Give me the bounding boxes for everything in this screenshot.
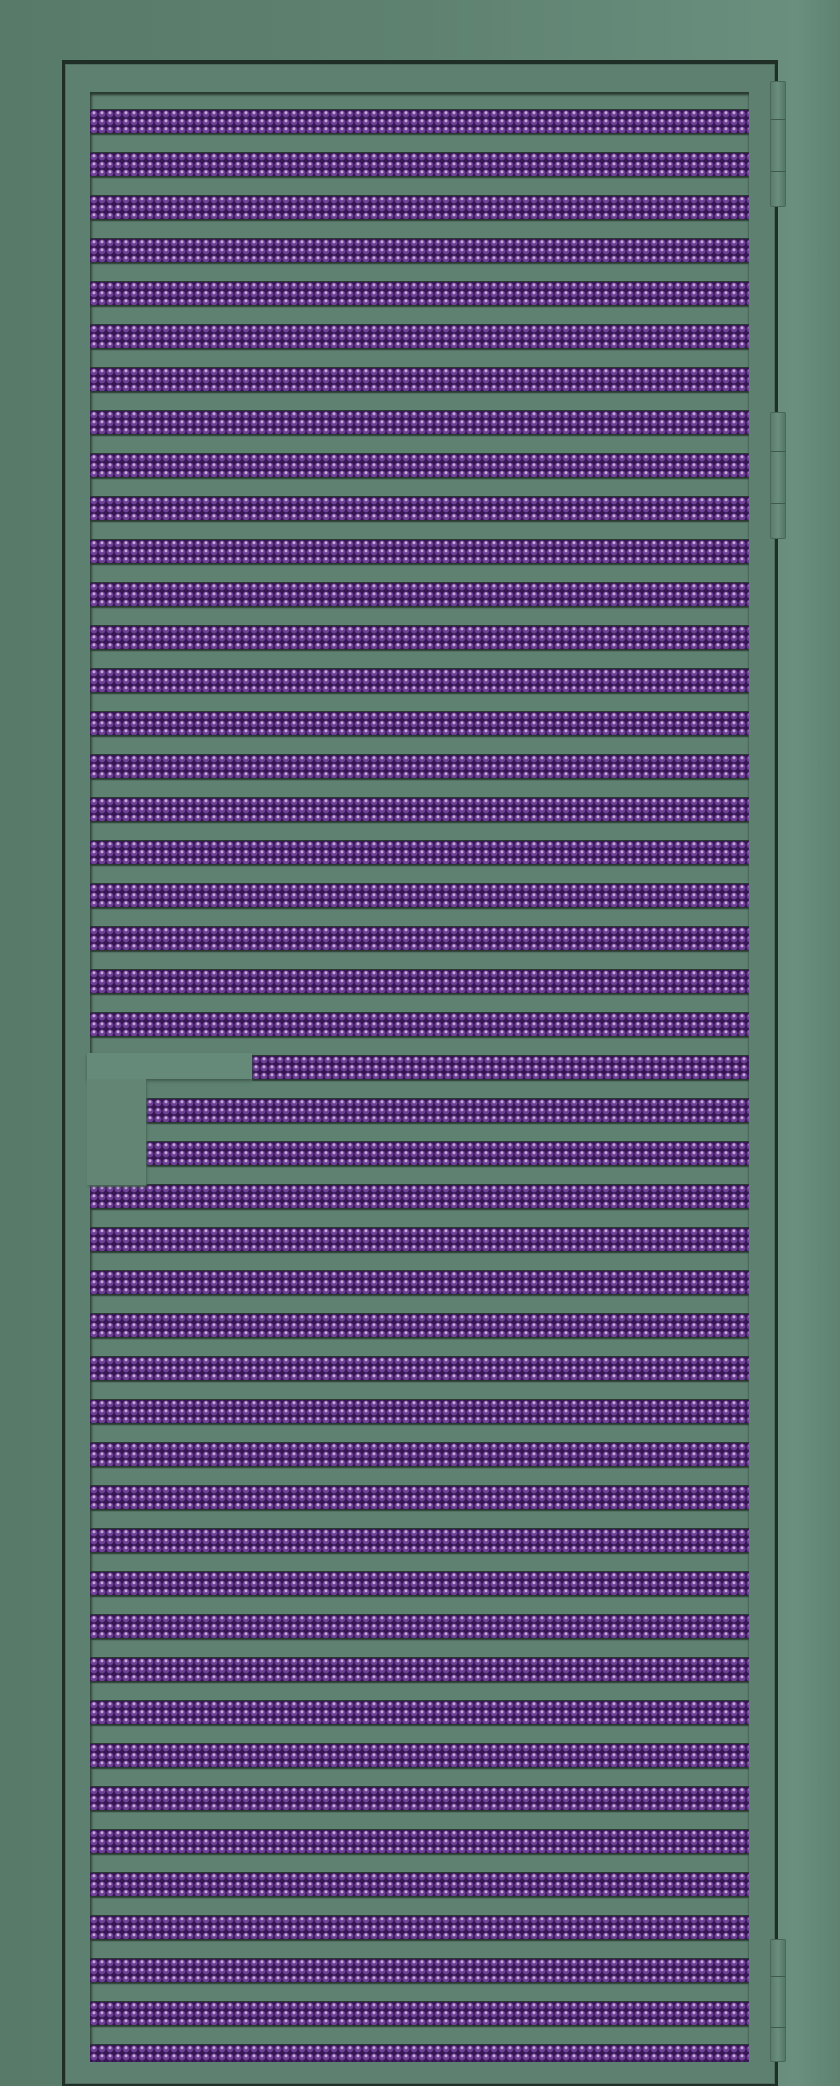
glass-stripe [90,325,749,348]
glass-stripe [90,583,749,606]
glass-stripe [90,1314,749,1337]
handle-plate [87,1079,146,1185]
glass-stripe [90,1701,749,1724]
glass-stripe [90,1529,749,1552]
glass-stripe [90,1787,749,1810]
glass-stripe [90,1873,749,1896]
glass-stripe [90,1271,749,1294]
glass-stripe [90,2002,749,2025]
glass-stripe [90,669,749,692]
glass-stripe [90,1744,749,1767]
door-handle-icon[interactable] [87,1053,252,1079]
glass-stripe [90,755,749,778]
glass-stripe [146,1142,749,1165]
glass-stripe [90,712,749,735]
door-leaf [65,64,775,2084]
glass-stripe [90,1658,749,1681]
glass-stripe [90,196,749,219]
glass-stripe [90,884,749,907]
glass-stripe [90,540,749,563]
glass-stripe [90,110,749,133]
glass-stripe [90,454,749,477]
glass-stripe [90,1615,749,1638]
glass-stripe [90,411,749,434]
glass-stripe [90,1357,749,1380]
hinge-bottom-icon [770,1939,786,2062]
glass-stripe [90,1443,749,1466]
glass-stripe [90,368,749,391]
glass-stripe [90,2045,749,2062]
glass-stripe [90,1013,749,1036]
glass-stripe [90,1185,749,1208]
hinge-top-icon [770,81,786,207]
glass-stripe [90,970,749,993]
glass-stripe [90,239,749,262]
glass-panel [90,92,749,2062]
hinge-middle-icon [770,412,786,539]
glass-stripe [90,1486,749,1509]
glass-stripe [90,1572,749,1595]
glass-stripe [90,1400,749,1423]
glass-stripe [252,1056,749,1079]
glass-stripe [90,841,749,864]
glass-stripe [90,1916,749,1939]
glass-stripe [90,626,749,649]
glass-stripe [90,1959,749,1982]
glass-stripe [90,497,749,520]
glass-stripe [90,927,749,950]
glass-stripe [90,1830,749,1853]
glass-stripe [90,798,749,821]
glass-stripe [90,1228,749,1251]
glass-stripe [90,153,749,176]
glass-stripe [90,282,749,305]
glass-stripe [146,1099,749,1122]
